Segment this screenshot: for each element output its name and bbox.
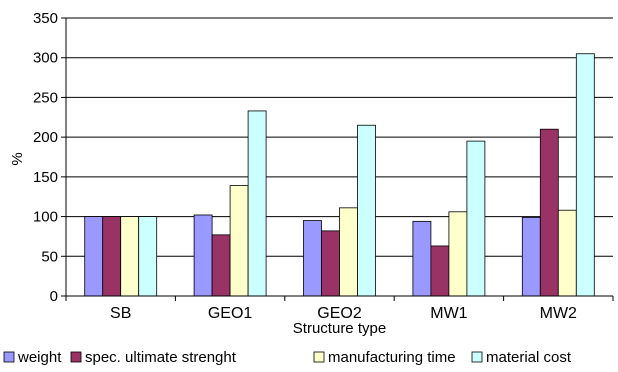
legend-label: manufacturing time <box>328 349 456 366</box>
x-category-label: MW2 <box>540 305 577 322</box>
bar-material-cost-sb <box>138 216 158 297</box>
y-tick-label: 350 <box>33 10 58 27</box>
axes <box>61 17 614 301</box>
bar-weight-geo2 <box>303 220 322 297</box>
x-category-label: SB <box>110 305 131 322</box>
legend-swatch <box>313 351 325 363</box>
bar-weight-mw1 <box>412 220 432 297</box>
x-axis-title: Structure type <box>293 320 386 337</box>
bar-weight-mw2 <box>521 216 541 297</box>
bar-material-cost-geo2 <box>357 124 376 297</box>
y-axis-title: % <box>9 152 26 165</box>
y-tick-label: 50 <box>41 248 58 265</box>
bar-material-cost-mw1 <box>466 140 486 297</box>
bar-material-cost-geo1 <box>247 110 267 297</box>
bar-material-cost-mw2 <box>575 53 595 297</box>
y-tick-label: 0 <box>50 288 58 305</box>
x-category-label: GEO2 <box>317 305 362 322</box>
y-tick-label: 300 <box>33 50 58 67</box>
y-tick-label: 200 <box>33 129 58 146</box>
bar-manufacturing-time-mw2 <box>557 209 577 297</box>
bar-spec-ultimate-strenght-geo1 <box>211 234 231 297</box>
bars <box>84 53 595 297</box>
bar-spec-ultimate-strenght-geo2 <box>321 230 340 297</box>
bar-weight-geo1 <box>193 214 213 297</box>
legend-label: material cost <box>486 349 572 366</box>
y-tick-label: 100 <box>33 209 58 226</box>
x-category-label: GEO1 <box>208 305 253 322</box>
legend: weight spec. ultimate strenght manufacturi… <box>3 349 572 366</box>
tick-labels: 0 50 100 150 200 250 300 350 SB GEO1 GEO2 MW1 MW2 <box>33 10 577 322</box>
x-category-label: MW1 <box>430 305 467 322</box>
bar-spec-ultimate-strenght-mw2 <box>539 128 559 297</box>
legend-label: spec. ultimate strenght <box>85 349 237 366</box>
bar-manufacturing-time-mw1 <box>448 211 468 297</box>
bar-weight-sb <box>84 216 104 297</box>
legend-swatch <box>471 351 483 363</box>
legend-label: weight <box>17 349 62 366</box>
bar-manufacturing-time-geo1 <box>229 185 249 297</box>
legend-swatch <box>3 351 15 363</box>
bar-manufacturing-time-geo2 <box>339 207 358 297</box>
gridlines <box>66 17 613 257</box>
bar-spec-ultimate-strenght-mw1 <box>430 245 450 297</box>
bar-spec-ultimate-strenght-sb <box>102 216 122 297</box>
bar-manufacturing-time-sb <box>120 216 140 297</box>
y-tick-label: 250 <box>33 89 58 106</box>
y-tick-label: 150 <box>33 169 58 186</box>
legend-swatch <box>70 351 82 363</box>
